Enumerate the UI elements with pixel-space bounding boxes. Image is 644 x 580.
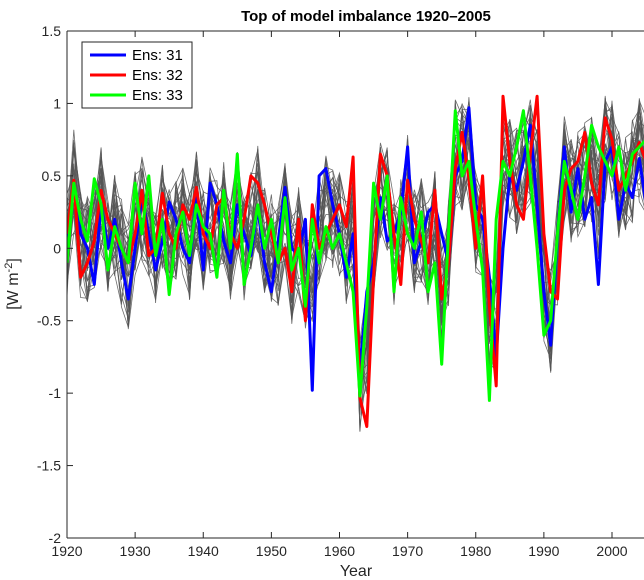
y-axis-title: [W m-2] [3, 258, 22, 310]
x-tick-label: 1980 [460, 543, 491, 559]
series-line [67, 109, 644, 402]
legend-label: Ens: 31 [132, 47, 183, 64]
x-tick-label: 1970 [392, 543, 423, 559]
y-tick-label: 0.5 [42, 168, 62, 184]
y-tick-label: -2 [49, 530, 62, 546]
highlighted-series-lines [67, 94, 644, 428]
x-tick-label: 1940 [188, 543, 219, 559]
x-tick-label: 1960 [324, 543, 355, 559]
y-tick-label: -1.5 [37, 458, 61, 474]
x-axis-ticks: 1920 1930 1940 1950 1960 1970 1980 1990 2000 [51, 31, 628, 559]
y-tick-label: 0 [53, 240, 61, 256]
y-tick-label: 1 [53, 95, 61, 111]
x-tick-label: 1950 [256, 543, 287, 559]
x-tick-label: 1930 [120, 543, 151, 559]
y-axis-title-superscript: -2 [3, 263, 15, 273]
y-tick-label: -0.5 [37, 313, 61, 329]
x-tick-label: 2000 [596, 543, 627, 559]
y-axis-title-end: ] [5, 258, 22, 262]
x-tick-label: 1920 [51, 543, 82, 559]
x-tick-label: 1990 [528, 543, 559, 559]
legend: Ens: 31 Ens: 32 Ens: 33 [81, 41, 193, 109]
chart-title: Top of model imbalance 1920–2005 [241, 8, 491, 25]
x-axis-title: Year [340, 563, 373, 580]
y-tick-label: -1 [49, 385, 62, 401]
y-axis-title-main: [W m [5, 272, 22, 309]
legend-label: Ens: 32 [132, 67, 183, 84]
series-line [67, 94, 644, 428]
legend-label: Ens: 33 [132, 87, 183, 104]
y-axis-ticks: -2 -1.5 -1 -0.5 0 0.5 1 1.5 [37, 23, 73, 546]
y-tick-label: 1.5 [42, 23, 62, 39]
